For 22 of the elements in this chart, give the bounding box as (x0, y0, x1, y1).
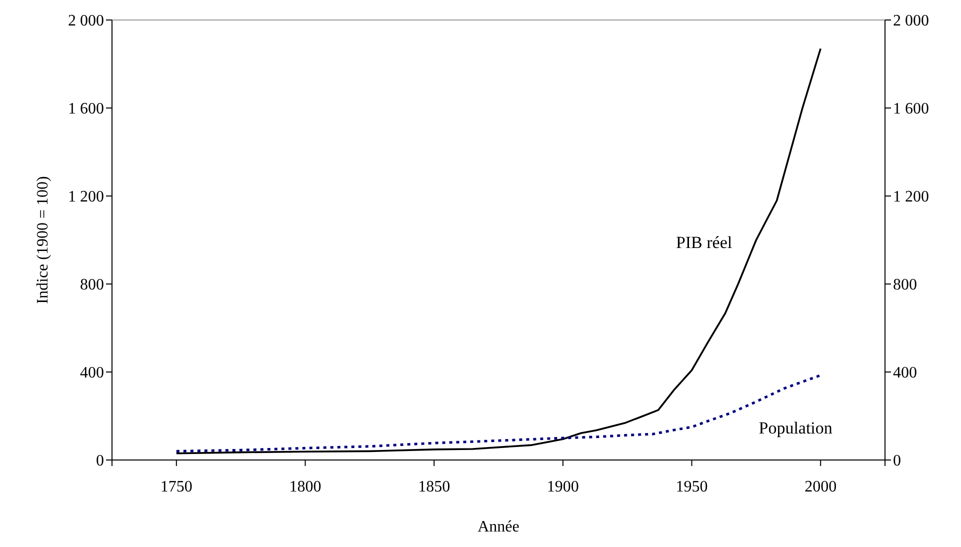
y2-tick-label: 1 200 (893, 188, 929, 206)
y-tick-label: 800 (80, 276, 104, 294)
y-tick-label: 2 000 (68, 12, 104, 30)
x-tick-label: 1850 (418, 478, 450, 496)
y2-tick-label: 2 000 (893, 12, 929, 30)
y2-tick-label: 800 (893, 276, 917, 294)
x-tick-label: 1950 (676, 478, 708, 496)
x-axis-title: Année (478, 518, 520, 536)
y-tick-label: 1 200 (68, 188, 104, 206)
x-tick-label: 1900 (546, 478, 579, 496)
y2-tick-label: 0 (893, 452, 901, 470)
x-tick-label: 1800 (289, 478, 322, 496)
x-tick-label: 2000 (804, 478, 837, 496)
y-tick-label: 0 (96, 452, 104, 470)
series-label: PIB réel (676, 233, 732, 252)
y2-tick-label: 400 (893, 364, 917, 382)
y-axis-title: Indice (1900 = 100) (34, 176, 52, 304)
y2-tick-label: 1 600 (893, 100, 929, 118)
y-tick-label: 1 600 (68, 100, 104, 118)
series-label: Population (758, 418, 833, 438)
y-tick-label: 400 (80, 364, 104, 382)
x-tick-label: 1750 (160, 478, 192, 496)
